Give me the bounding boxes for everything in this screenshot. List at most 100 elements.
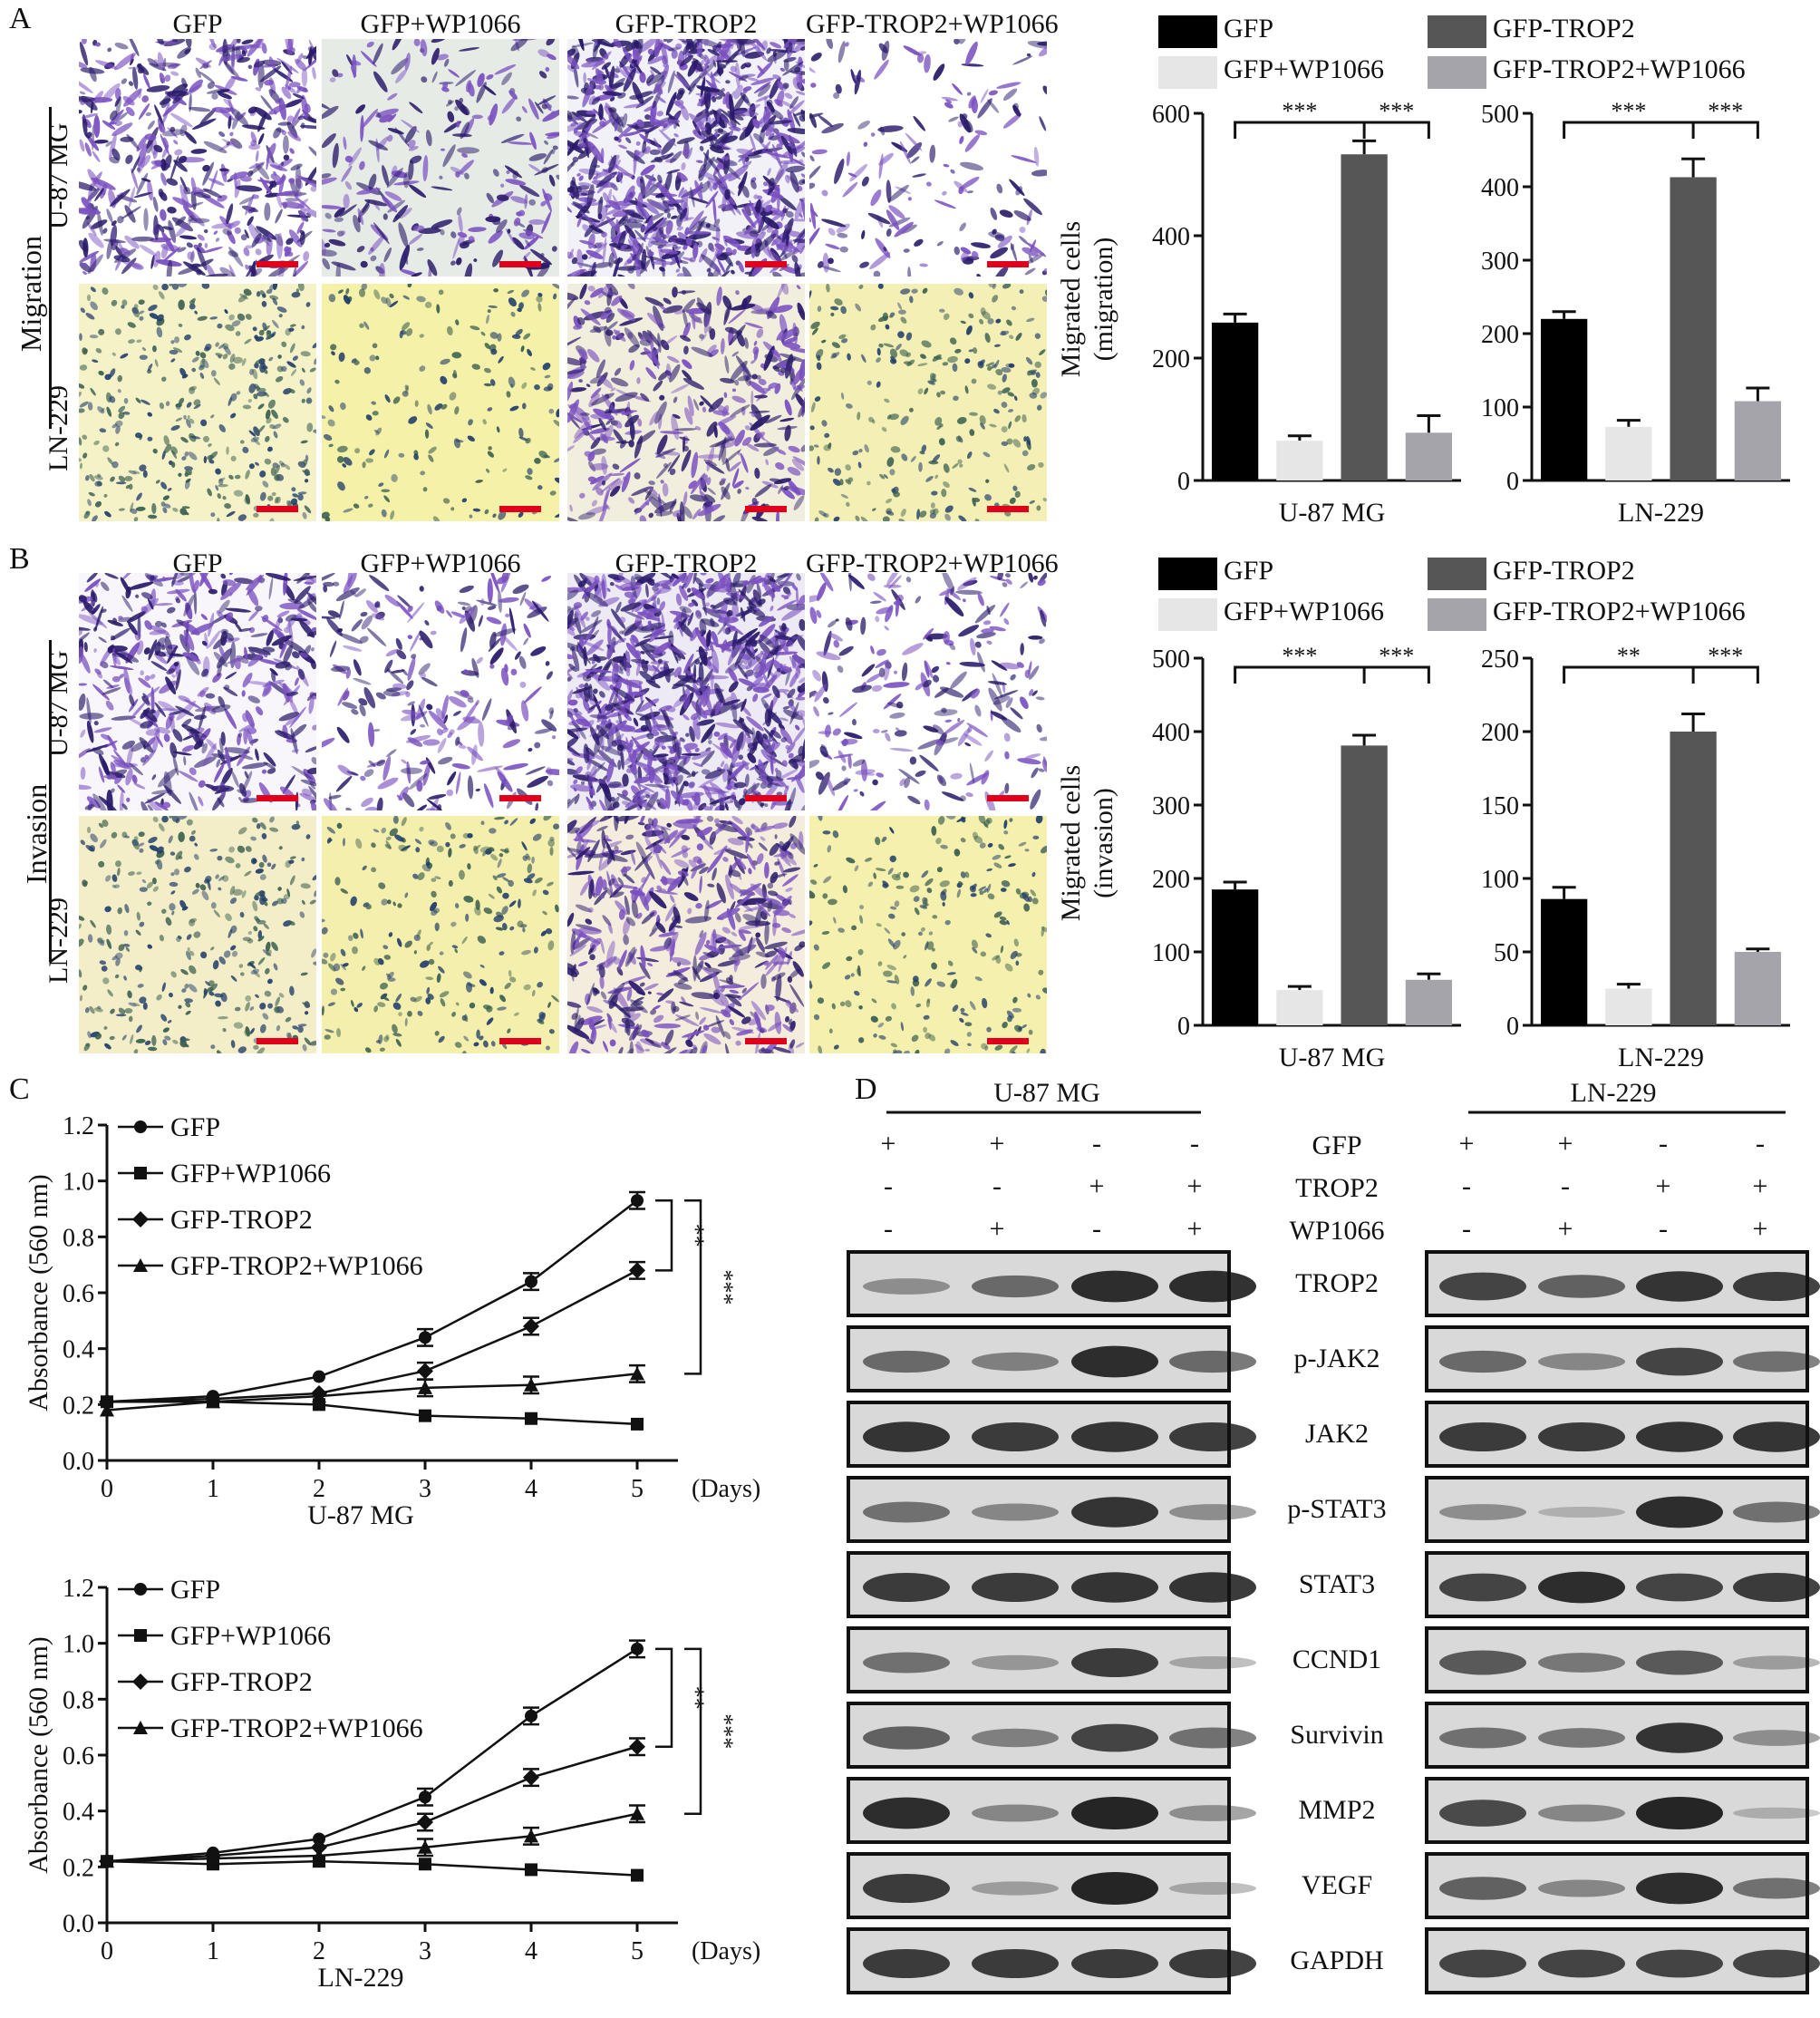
cell: [213, 377, 221, 386]
cell: [541, 188, 554, 212]
cell: [781, 760, 789, 767]
cell: [189, 106, 211, 112]
scale-bar: [745, 506, 787, 512]
cell: [837, 41, 847, 63]
cell: [80, 364, 88, 371]
cell: [273, 431, 279, 439]
cell: [831, 777, 852, 792]
cell: [878, 284, 884, 289]
cell: [684, 732, 690, 738]
cell: [622, 773, 629, 786]
cell: [397, 244, 411, 271]
cell: [827, 467, 835, 474]
cell: [143, 208, 149, 231]
cell: [732, 388, 737, 392]
cell: [499, 71, 513, 87]
cell: [912, 115, 926, 132]
cell: [407, 284, 412, 288]
cell: [215, 237, 220, 242]
cell: [233, 490, 243, 497]
cell: [794, 724, 800, 732]
cell: [528, 219, 545, 225]
micrograph-B-u-3: [809, 573, 1047, 810]
cell: [235, 475, 241, 480]
cell: [383, 393, 392, 403]
cell: [629, 360, 636, 371]
cell: [185, 39, 192, 48]
cell: [457, 147, 479, 154]
micrograph-A-l-2: [567, 284, 805, 521]
cell: [959, 794, 968, 802]
cell: [876, 381, 881, 388]
cell: [338, 600, 345, 620]
micrograph-B-u-0: [79, 573, 316, 810]
micrograph-A-l-0: [79, 284, 316, 521]
cell: [359, 323, 365, 329]
cell: [83, 642, 88, 653]
cell: [866, 480, 871, 486]
cell: [167, 487, 172, 491]
cell: [186, 241, 194, 248]
cell: [941, 190, 947, 197]
cell: [147, 120, 157, 131]
cell: [364, 413, 373, 422]
cell: [839, 247, 848, 253]
cell: [124, 398, 129, 404]
cell: [1008, 496, 1017, 505]
cell: [114, 42, 130, 51]
cell: [311, 66, 316, 80]
cell: [609, 581, 615, 587]
cell: [124, 476, 132, 481]
cell: [578, 379, 583, 383]
cell: [135, 640, 144, 655]
cell: [1002, 87, 1019, 102]
cell: [975, 97, 994, 120]
cell: [866, 672, 883, 684]
cell: [1000, 401, 1009, 410]
cell: [378, 481, 384, 487]
cell: [500, 184, 504, 188]
cell: [136, 507, 146, 512]
cell: [373, 288, 382, 300]
cell: [1013, 395, 1018, 402]
cell: [187, 77, 205, 94]
cell: [952, 462, 960, 470]
cell: [369, 255, 377, 263]
cell: [368, 448, 376, 456]
cell: [1007, 421, 1012, 429]
scale-bar: [499, 506, 541, 512]
cell: [343, 645, 363, 653]
cell: [983, 493, 993, 502]
cell: [331, 142, 340, 168]
cell: [475, 788, 480, 791]
cell: [924, 799, 930, 810]
cell: [391, 39, 406, 52]
cell: [271, 492, 276, 497]
cell: [811, 149, 828, 155]
cell: [1029, 500, 1036, 505]
cell: [754, 394, 768, 398]
cell: [906, 794, 922, 806]
cell: [728, 461, 742, 473]
cell: [943, 462, 951, 473]
cell: [931, 502, 935, 509]
cell: [98, 635, 108, 644]
cell: [148, 515, 158, 519]
cell: [511, 582, 530, 596]
cell: [974, 129, 988, 136]
cell: [305, 386, 312, 394]
cell: [229, 412, 237, 419]
cell: [154, 359, 159, 367]
cell: [309, 366, 316, 373]
micrograph-cells: [567, 284, 805, 521]
cell: [827, 227, 837, 238]
cell: [341, 701, 358, 711]
cell: [809, 155, 816, 162]
cell: [420, 724, 425, 728]
cell: [896, 302, 903, 310]
cell: [344, 180, 353, 191]
cell: [305, 745, 316, 754]
cell: [586, 347, 602, 364]
cell: [219, 168, 228, 171]
cell: [935, 773, 948, 788]
